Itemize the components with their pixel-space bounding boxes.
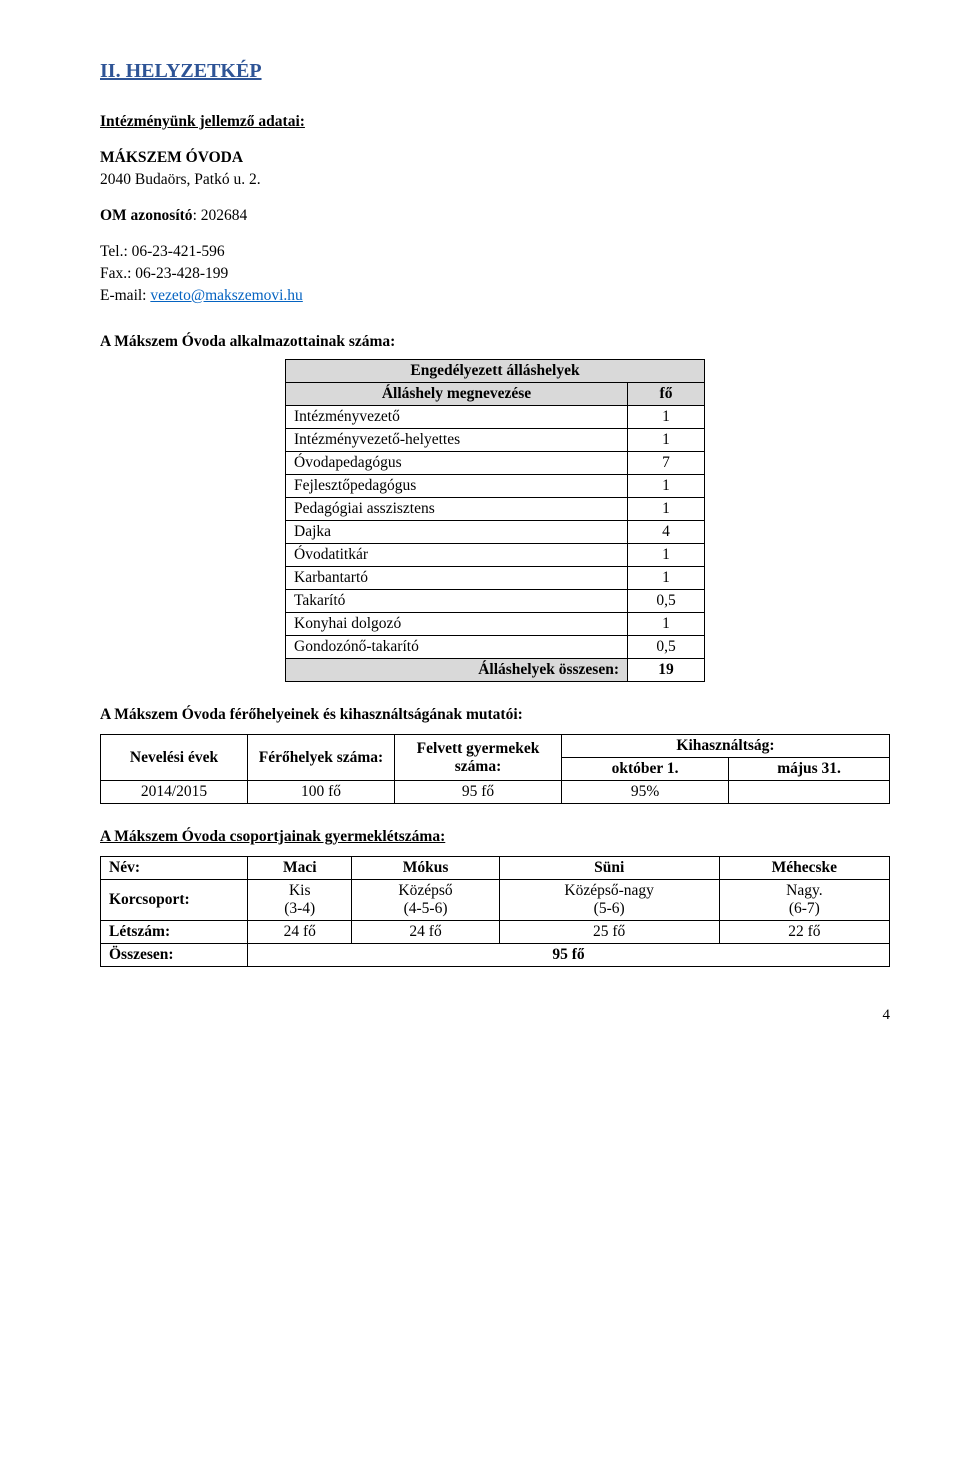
table-row: Karbantartó1	[286, 567, 705, 590]
table-row: Gondozónő-takarító0,5	[286, 636, 705, 659]
table-row: Intézményvezető-helyettes1	[286, 429, 705, 452]
table-row: Létszám: 24 fő 24 fő 25 fő 22 fő	[101, 921, 890, 944]
table-row: Takarító0,5	[286, 590, 705, 613]
cap-oct: 95%	[562, 781, 729, 804]
email-link[interactable]: vezeto@makszemovi.hu	[150, 287, 302, 304]
staff-row-label: Karbantartó	[286, 567, 628, 590]
table-row: Konyhai dolgozó1	[286, 613, 705, 636]
cap-may	[729, 781, 890, 804]
staff-row-label: Óvodapedagógus	[286, 452, 628, 475]
staff-row-label: Gondozónő-takarító	[286, 636, 628, 659]
table-row: Intézményvezető1	[286, 406, 705, 429]
staff-footer-row: Álláshelyek összesen: 19	[286, 659, 705, 682]
table-row: Dajka4	[286, 521, 705, 544]
staff-row-label: Fejlesztőpedagógus	[286, 475, 628, 498]
tel-line: Tel.: 06-23-421-596	[100, 243, 890, 261]
table-row: Óvodatitkár1	[286, 544, 705, 567]
capacity-table: Nevelési évek Férőhelyek száma: Felvett …	[100, 734, 890, 804]
cap-places: 100 fő	[248, 781, 395, 804]
groups-col-4: Méhecske	[719, 857, 889, 880]
groups-age-label: Korcsoport:	[101, 880, 248, 921]
groups-col-1: Maci	[248, 857, 352, 880]
groups-age-1: Kis(3-4)	[248, 880, 352, 921]
groups-count-3: 25 fő	[499, 921, 719, 944]
staff-header-top: Engedélyezett álláshelyek	[286, 360, 705, 383]
om-line: OM azonosító: 202684	[100, 207, 890, 225]
groups-age-3: Középső-nagy(5-6)	[499, 880, 719, 921]
staff-row-value: 1	[628, 406, 705, 429]
staff-row-value: 1	[628, 429, 705, 452]
page-number: 4	[100, 1007, 890, 1024]
staff-table: Engedélyezett álláshelyek Álláshely megn…	[285, 359, 705, 682]
groups-count-label: Létszám:	[101, 921, 248, 944]
cap-col-may: május 31.	[729, 758, 890, 781]
cap-year: 2014/2015	[101, 781, 248, 804]
staff-row-label: Intézményvezető	[286, 406, 628, 429]
email-label: E-mail:	[100, 287, 150, 304]
table-row: Fejlesztőpedagógus1	[286, 475, 705, 498]
staff-row-value: 4	[628, 521, 705, 544]
table-row: Összesen: 95 fő	[101, 944, 890, 967]
staff-row-value: 1	[628, 498, 705, 521]
table-row: 2014/2015 100 fő 95 fő 95%	[101, 781, 890, 804]
staff-row-value: 1	[628, 613, 705, 636]
staff-footer-value: 19	[628, 659, 705, 682]
groups-age-2: Középső(4-5-6)	[352, 880, 499, 921]
groups-count-4: 22 fő	[719, 921, 889, 944]
staff-title: A Mákszem Óvoda alkalmazottainak száma:	[100, 333, 890, 351]
table-row: Álláshely megnevezése fő	[286, 383, 705, 406]
cap-col-places: Férőhelyek száma:	[248, 735, 395, 781]
staff-row-value: 1	[628, 475, 705, 498]
staff-row-label: Óvodatitkár	[286, 544, 628, 567]
groups-title: A Mákszem Óvoda csoportjainak gyermeklét…	[100, 828, 890, 846]
staff-row-label: Pedagógiai asszisztens	[286, 498, 628, 521]
staff-header-col2: fő	[628, 383, 705, 406]
cap-admitted: 95 fő	[395, 781, 562, 804]
email-line: E-mail: vezeto@makszemovi.hu	[100, 287, 890, 305]
staff-row-value: 0,5	[628, 590, 705, 613]
table-row: Engedélyezett álláshelyek	[286, 360, 705, 383]
groups-col-2: Mókus	[352, 857, 499, 880]
institution-address: 2040 Budaörs, Patkó u. 2.	[100, 171, 890, 189]
staff-row-value: 0,5	[628, 636, 705, 659]
groups-table: Név: Maci Mókus Süni Méhecske Korcsoport…	[100, 856, 890, 967]
groups-count-2: 24 fő	[352, 921, 499, 944]
staff-row-label: Takarító	[286, 590, 628, 613]
staff-header-col1: Álláshely megnevezése	[286, 383, 628, 406]
cap-col-admitted: Felvett gyermekek száma:	[395, 735, 562, 781]
table-row: Pedagógiai asszisztens1	[286, 498, 705, 521]
institution-name: MÁKSZEM ÓVODA	[100, 149, 890, 167]
groups-name-label: Név:	[101, 857, 248, 880]
cap-col-util: Kihasználtság:	[562, 735, 890, 758]
cap-col-years: Nevelési évek	[101, 735, 248, 781]
table-row: Név: Maci Mókus Süni Méhecske	[101, 857, 890, 880]
fax-line: Fax.: 06-23-428-199	[100, 265, 890, 283]
groups-total-value: 95 fő	[248, 944, 890, 967]
section-heading: II. HELYZETKÉP	[100, 60, 890, 83]
groups-age-4: Nagy.(6-7)	[719, 880, 889, 921]
staff-row-label: Dajka	[286, 521, 628, 544]
table-row: Óvodapedagógus7	[286, 452, 705, 475]
table-row: Nevelési évek Férőhelyek száma: Felvett …	[101, 735, 890, 758]
om-value: : 202684	[193, 207, 248, 224]
staff-row-value: 7	[628, 452, 705, 475]
cap-col-oct: október 1.	[562, 758, 729, 781]
groups-total-label: Összesen:	[101, 944, 248, 967]
staff-footer-label: Álláshelyek összesen:	[286, 659, 628, 682]
staff-row-label: Intézményvezető-helyettes	[286, 429, 628, 452]
staff-row-label: Konyhai dolgozó	[286, 613, 628, 636]
staff-row-value: 1	[628, 567, 705, 590]
groups-col-3: Süni	[499, 857, 719, 880]
staff-row-value: 1	[628, 544, 705, 567]
groups-count-1: 24 fő	[248, 921, 352, 944]
om-label: OM azonosító	[100, 207, 193, 224]
table-row: Korcsoport: Kis(3-4) Középső(4-5-6) Közé…	[101, 880, 890, 921]
intro-subheading: Intézményünk jellemző adatai:	[100, 113, 890, 131]
capacity-title: A Mákszem Óvoda férőhelyeinek és kihaszn…	[100, 706, 890, 724]
